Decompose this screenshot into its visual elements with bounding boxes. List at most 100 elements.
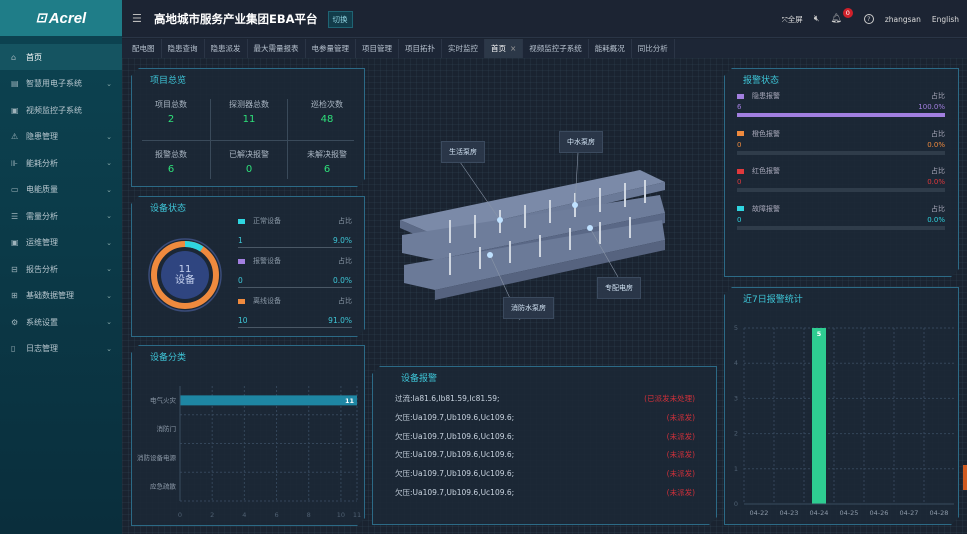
building-3d-model[interactable]: [390, 125, 680, 325]
y-category-label: 电气火灾: [150, 395, 177, 404]
sidebar-item-9[interactable]: ⊞ 基础数据管理 ⌄: [11, 291, 112, 300]
close-icon[interactable]: ×: [510, 44, 517, 53]
language-switch[interactable]: English: [931, 14, 959, 24]
notification-button[interactable]: 🔔︎ 0: [830, 8, 853, 24]
x-tick-label: 11: [353, 511, 361, 519]
sidebar-item-5[interactable]: ▭ 电能质量 ⌄: [11, 185, 112, 194]
sidebar-item-3[interactable]: ⚠ 隐患管理 ⌄: [11, 132, 112, 141]
alarm-list-item[interactable]: 欠压:Ua109.7,Ub109.6,Uc109.6; (未派发): [395, 431, 695, 441]
overview-stat: 巡检次数 48: [311, 100, 343, 125]
scrollbar-thumb[interactable]: [963, 465, 967, 490]
tab-9[interactable]: 视频监控子系统: [523, 39, 589, 58]
legend-swatch: [737, 206, 744, 211]
list-icon: ☰: [11, 211, 19, 221]
mute-icon[interactable]: 🔇︎: [813, 14, 820, 24]
sidebar-item-0[interactable]: ⌂ 首页: [0, 44, 122, 70]
video-icon: ▣: [11, 105, 19, 115]
sidebar-item-7[interactable]: ▣ 运维管理 ⌄: [11, 238, 112, 247]
tab-6[interactable]: 项目拓扑: [399, 39, 442, 58]
switch-button[interactable]: 切换: [327, 10, 353, 28]
divider: [142, 140, 354, 141]
x-category-label: 04-28: [930, 509, 949, 517]
alarm-list-item[interactable]: 欠压:Ua109.7,Ub109.6,Uc109.6; (未派发): [395, 450, 695, 460]
y-tick-label: 1: [734, 465, 738, 473]
x-category-label: 04-25: [840, 509, 859, 517]
overview-stat: 报警总数 6: [155, 150, 187, 175]
tab-8[interactable]: 首页 ×: [485, 39, 524, 58]
overview-stat: 项目总数 2: [155, 100, 187, 125]
bell-icon: 🔔︎: [830, 14, 842, 24]
device-status-row: 报警设备 占比 0 0.0%: [238, 256, 352, 288]
device-total: 11: [178, 264, 192, 275]
bar: [180, 395, 357, 405]
bar: [812, 328, 826, 504]
alarm-list-item[interactable]: 欠压:Ua109.7,Ub109.6,Uc109.6; (未派发): [395, 488, 695, 497]
tab-10[interactable]: 能耗概况: [589, 39, 632, 58]
building-label-power-room[interactable]: 专配电房: [597, 277, 641, 299]
x-category-label: 04-23: [780, 509, 799, 517]
chevron-down-icon: ⌄: [106, 318, 112, 326]
sidebar-item-6[interactable]: ☰ 需量分析 ⌄: [11, 211, 112, 221]
gear-icon: ⚙: [11, 317, 19, 327]
legend-swatch: [737, 131, 744, 136]
chevron-down-icon: ⌄: [106, 79, 112, 88]
logo: ⊡ Acrel: [0, 0, 122, 36]
logo-mark-icon: ⊡: [35, 10, 47, 25]
tab-7[interactable]: 实时监控: [442, 39, 485, 58]
tab-11[interactable]: 同比分析: [632, 39, 675, 58]
alarm-progress-bar: [737, 151, 945, 155]
menu-toggle-icon[interactable]: ☰: [132, 12, 142, 25]
chevron-down-icon: ⌄: [106, 185, 112, 194]
sidebar-item-10[interactable]: ⚙ 系统设置 ⌄: [11, 317, 112, 327]
tab-0[interactable]: 配电图: [126, 39, 162, 58]
x-tick-label: 6: [274, 511, 278, 519]
lock-icon: ⊟: [11, 264, 18, 274]
sidebar-item-4[interactable]: ⊪ 能耗分析 ⌄: [11, 158, 112, 168]
alarm-list-item[interactable]: 过流:Ia81.6,Ib81.59,Ic81.59; (已派发未处理): [395, 394, 695, 403]
legend-swatch: [737, 169, 744, 174]
warning-icon: ⚠: [11, 132, 19, 141]
sidebar-item-11[interactable]: ▯ 日志管理 ⌄: [11, 344, 112, 353]
tab-3[interactable]: 最大需量报表: [248, 39, 306, 58]
legend-swatch: [238, 259, 245, 264]
x-tick-label: 8: [307, 511, 311, 519]
device-category-panel: 设备分类 0 2 4 6 8 10 11 电气火灾 11 消防门 消防设备电源 应急疏散: [131, 345, 365, 526]
tab-1[interactable]: 隐患查询: [162, 39, 205, 58]
device-category-title: 设备分类: [150, 353, 187, 363]
legend-swatch: [737, 94, 744, 99]
building-label-living-pump[interactable]: 生活泵房: [441, 141, 485, 163]
tab-4[interactable]: 电参量管理: [306, 39, 356, 58]
alarm-list-item[interactable]: 欠压:Ua109.7,Ub109.6,Uc109.6; (未派发): [395, 412, 695, 422]
overview-panel: 项目总览 项目总数 2 探测器总数 11 巡检次数 48 报警总数 6 已解决报警 0 未解决报警 6: [131, 68, 365, 187]
calendar-icon: ▭: [11, 185, 19, 194]
database-icon: ⊞: [11, 291, 18, 300]
x-category-label: 04-26: [870, 509, 889, 517]
x-tick-label: 10: [337, 511, 345, 519]
help-icon[interactable]: ?: [863, 14, 874, 24]
alarm-progress-bar: [737, 188, 945, 192]
building-label-fire-pump[interactable]: 消防水泵房: [503, 297, 554, 319]
alarm-status-row: 橙色报警 占比 0 0.0%: [737, 129, 945, 151]
sidebar-item-2[interactable]: ▣ 视频监控子系统: [11, 105, 82, 115]
device-alarm-title: 设备报警: [401, 374, 438, 384]
building-label-reclaimed-pump[interactable]: 中水泵房: [559, 131, 603, 153]
y-tick-label: 2: [734, 430, 738, 438]
legend-swatch: [238, 299, 245, 304]
sidebar-item-1[interactable]: ▤ 智慧用电子系统 ⌄: [11, 79, 112, 88]
divider: [210, 99, 211, 179]
x-tick-label: 4: [242, 511, 246, 519]
y-tick-label: 4: [734, 359, 738, 367]
fullscreen-button[interactable]: ⤧全屏: [781, 14, 803, 24]
alarm-status-panel: 报警状态 隐患报警 占比 6 100.0% 橙色报警 占比 0 0.0% 红色报警 占比 …: [724, 68, 959, 277]
chevron-down-icon: ⌄: [106, 291, 112, 300]
alarm-list-item[interactable]: 欠压:Ua109.7,Ub109.6,Uc109.6; (未派发): [395, 469, 695, 479]
tab-2[interactable]: 隐患派发: [205, 39, 248, 58]
y-tick-label: 0: [734, 500, 738, 508]
tab-5[interactable]: 项目管理: [356, 39, 399, 58]
sidebar-item-8[interactable]: ⊟ 报告分析 ⌄: [11, 264, 112, 274]
chevron-down-icon: ⌄: [106, 238, 112, 247]
page-title: 高地城市服务产业集团EBA平台: [154, 12, 318, 26]
logo-text: Acrel: [48, 9, 87, 27]
user-menu[interactable]: zhangsan: [884, 14, 921, 24]
